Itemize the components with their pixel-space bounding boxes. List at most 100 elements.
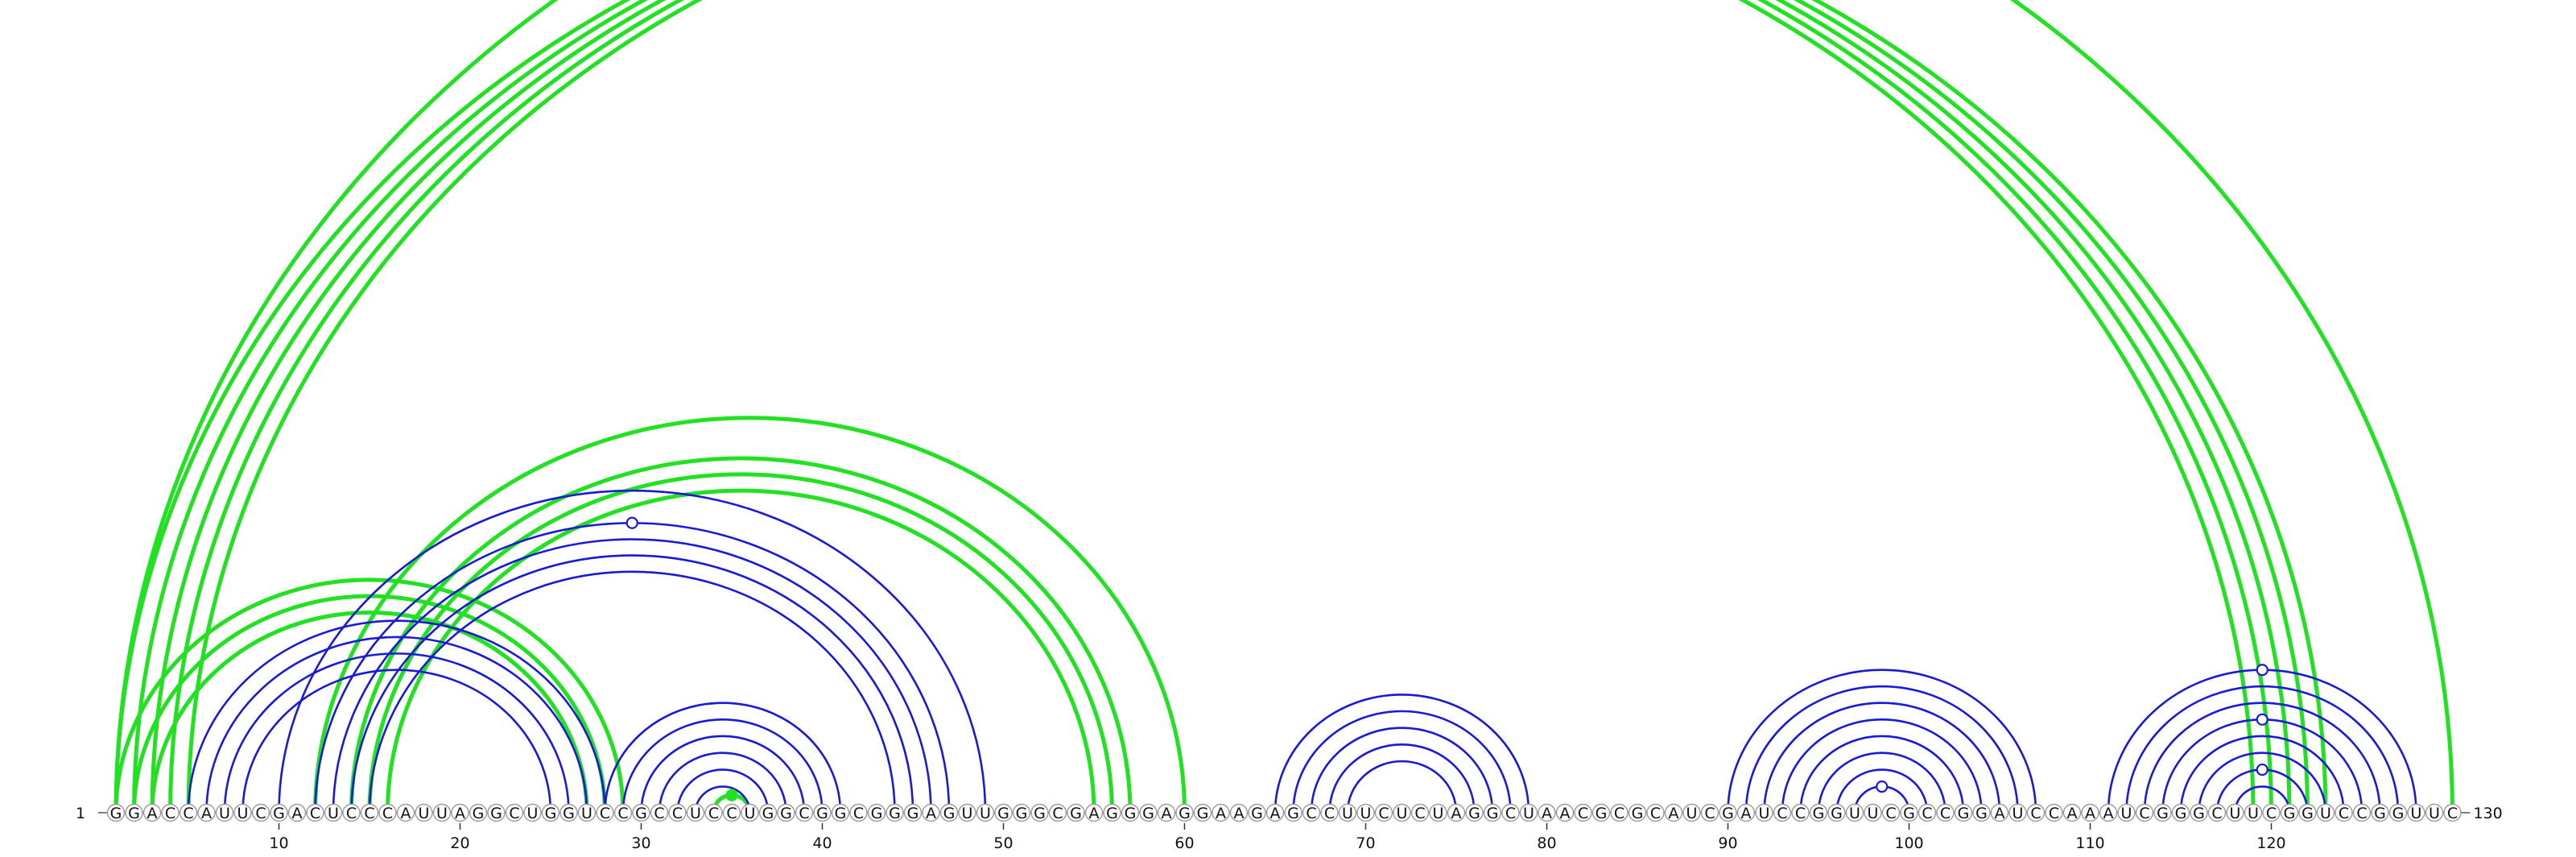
nucleotide-letter: G xyxy=(1251,805,1263,822)
nucleotide: C xyxy=(2135,803,2154,822)
nucleotide: C xyxy=(668,803,687,822)
blue-pair-marker xyxy=(2256,664,2268,677)
nucleotide: A xyxy=(2099,803,2118,822)
nucleotide-circle xyxy=(270,803,288,822)
nucleotide-circle xyxy=(1067,803,1085,822)
nucleotide-letter: C xyxy=(2049,805,2059,822)
nucleotide-circle xyxy=(2298,803,2317,822)
nucleotide: A xyxy=(197,803,216,822)
nucleotide: A xyxy=(1538,803,1556,822)
nucleotide-letter: U xyxy=(2013,805,2024,822)
nucleotide-circle xyxy=(1791,803,1810,822)
nucleotide: C xyxy=(1646,803,1665,822)
blue-pair-marker xyxy=(1876,780,1889,793)
nucleotide-circle xyxy=(903,803,923,822)
tick-label: 120 xyxy=(2256,834,2285,852)
nucleotide: G xyxy=(1900,803,1918,822)
nucleotide-circle xyxy=(849,803,868,822)
green-base-pair-arc xyxy=(186,0,2328,814)
nucleotide-circle xyxy=(523,803,542,822)
nucleotide-circle xyxy=(287,803,307,822)
nucleotide-circle xyxy=(1773,803,1792,822)
nucleotide-circle xyxy=(1193,803,1212,822)
blue-base-pair-arc xyxy=(368,570,896,814)
nucleotide-letter: G xyxy=(1125,805,1137,822)
blue-base-pair-arc xyxy=(278,489,987,814)
nucleotide-circle xyxy=(1030,803,1049,822)
nucleotide: U xyxy=(2425,803,2444,822)
blue-base-pair-arc xyxy=(604,702,842,814)
nucleotide-letter: C xyxy=(2139,805,2149,822)
blue-base-pair-arc xyxy=(621,718,824,814)
nucleotide-letter: G xyxy=(889,805,901,822)
nucleotide: U xyxy=(2008,803,2027,822)
nucleotide-letter: G xyxy=(816,805,828,822)
nucleotide-circle xyxy=(1302,803,1321,822)
nucleotide-circle xyxy=(559,803,578,822)
nucleotide-circle xyxy=(1103,803,1121,822)
nucleotide-letter: G xyxy=(110,805,122,822)
nucleotide-letter: U xyxy=(219,805,230,822)
nucleotide: C xyxy=(179,803,198,822)
nucleotide-circle xyxy=(1864,803,1882,822)
blue-base-pair-arc xyxy=(242,669,552,814)
nucleotide: C xyxy=(161,803,180,822)
nucleotide-circle xyxy=(831,803,850,822)
nucleotide: A xyxy=(1229,803,1249,822)
blue-base-pair-arc xyxy=(332,538,932,814)
nucleotide: A xyxy=(142,803,162,822)
nucleotide-letter: C xyxy=(1650,805,1661,822)
nucleotide-letter: A xyxy=(1234,805,1245,822)
nucleotide: U xyxy=(1393,803,1411,822)
nucleotide-letter: A xyxy=(1270,805,1281,822)
tick-label: 40 xyxy=(812,834,832,852)
nucleotide-circle xyxy=(233,803,252,822)
nucleotide-letter: G xyxy=(128,805,140,822)
green-base-pair-arc xyxy=(114,578,625,814)
nucleotide: U xyxy=(1755,803,1773,822)
tick-label: 10 xyxy=(269,834,288,852)
nucleotide-letter: C xyxy=(1922,805,1932,822)
nucleotide-circle xyxy=(1157,803,1176,822)
nucleotide: U xyxy=(2316,803,2335,822)
nucleotide-letter: C xyxy=(2447,805,2458,822)
nucleotide-circle xyxy=(1121,803,1140,822)
nucleotide-letter: G xyxy=(1813,805,1825,822)
nucleotide-circle xyxy=(1972,803,1991,822)
nucleotide-circle xyxy=(1320,803,1339,822)
nucleotide-letter: U xyxy=(1849,805,1860,822)
nucleotide-circle xyxy=(342,803,361,822)
nucleotide-circle xyxy=(2425,803,2444,822)
nucleotide-circle xyxy=(1229,803,1249,822)
nucleotide-letter: G xyxy=(1034,805,1046,822)
nucleotide-letter: G xyxy=(835,805,847,822)
nucleotide-circle xyxy=(2388,803,2408,822)
nucleotide-letter: A xyxy=(201,805,212,822)
nucleotide-circle xyxy=(251,803,270,822)
nucleotide: A xyxy=(451,803,469,822)
nucleotide: C xyxy=(306,803,324,822)
nucleotide-letter: G xyxy=(2175,805,2187,822)
nucleotide: C xyxy=(1936,803,1955,822)
nucleotide-letter: G xyxy=(780,805,792,822)
nucleotide-letter: G xyxy=(1179,805,1191,822)
tick-label: 70 xyxy=(1356,834,1375,852)
tick-label: 90 xyxy=(1718,834,1737,852)
nucleotide: G xyxy=(1972,803,1991,822)
nucleotide-circle xyxy=(2316,803,2335,822)
nucleotide: G xyxy=(1628,803,1647,822)
nucleotide-letter: U xyxy=(1759,805,1770,822)
nucleotide: G xyxy=(541,803,560,822)
nucleotide: U xyxy=(523,803,542,822)
nucleotide-circle xyxy=(1465,803,1484,822)
nucleotide: C xyxy=(596,803,614,822)
nucleotide-circle xyxy=(2117,803,2136,822)
nucleotide-letter: C xyxy=(1578,805,1588,822)
nucleotide-circle xyxy=(2371,803,2389,822)
nucleotide: C xyxy=(251,803,270,822)
nucleotide-letter: C xyxy=(346,805,357,822)
blue-base-pair-arc xyxy=(1328,743,1476,814)
nucleotide: C xyxy=(1791,803,1810,822)
nucleotide-letter: A xyxy=(401,805,411,822)
nucleotide-circle xyxy=(1646,803,1665,822)
